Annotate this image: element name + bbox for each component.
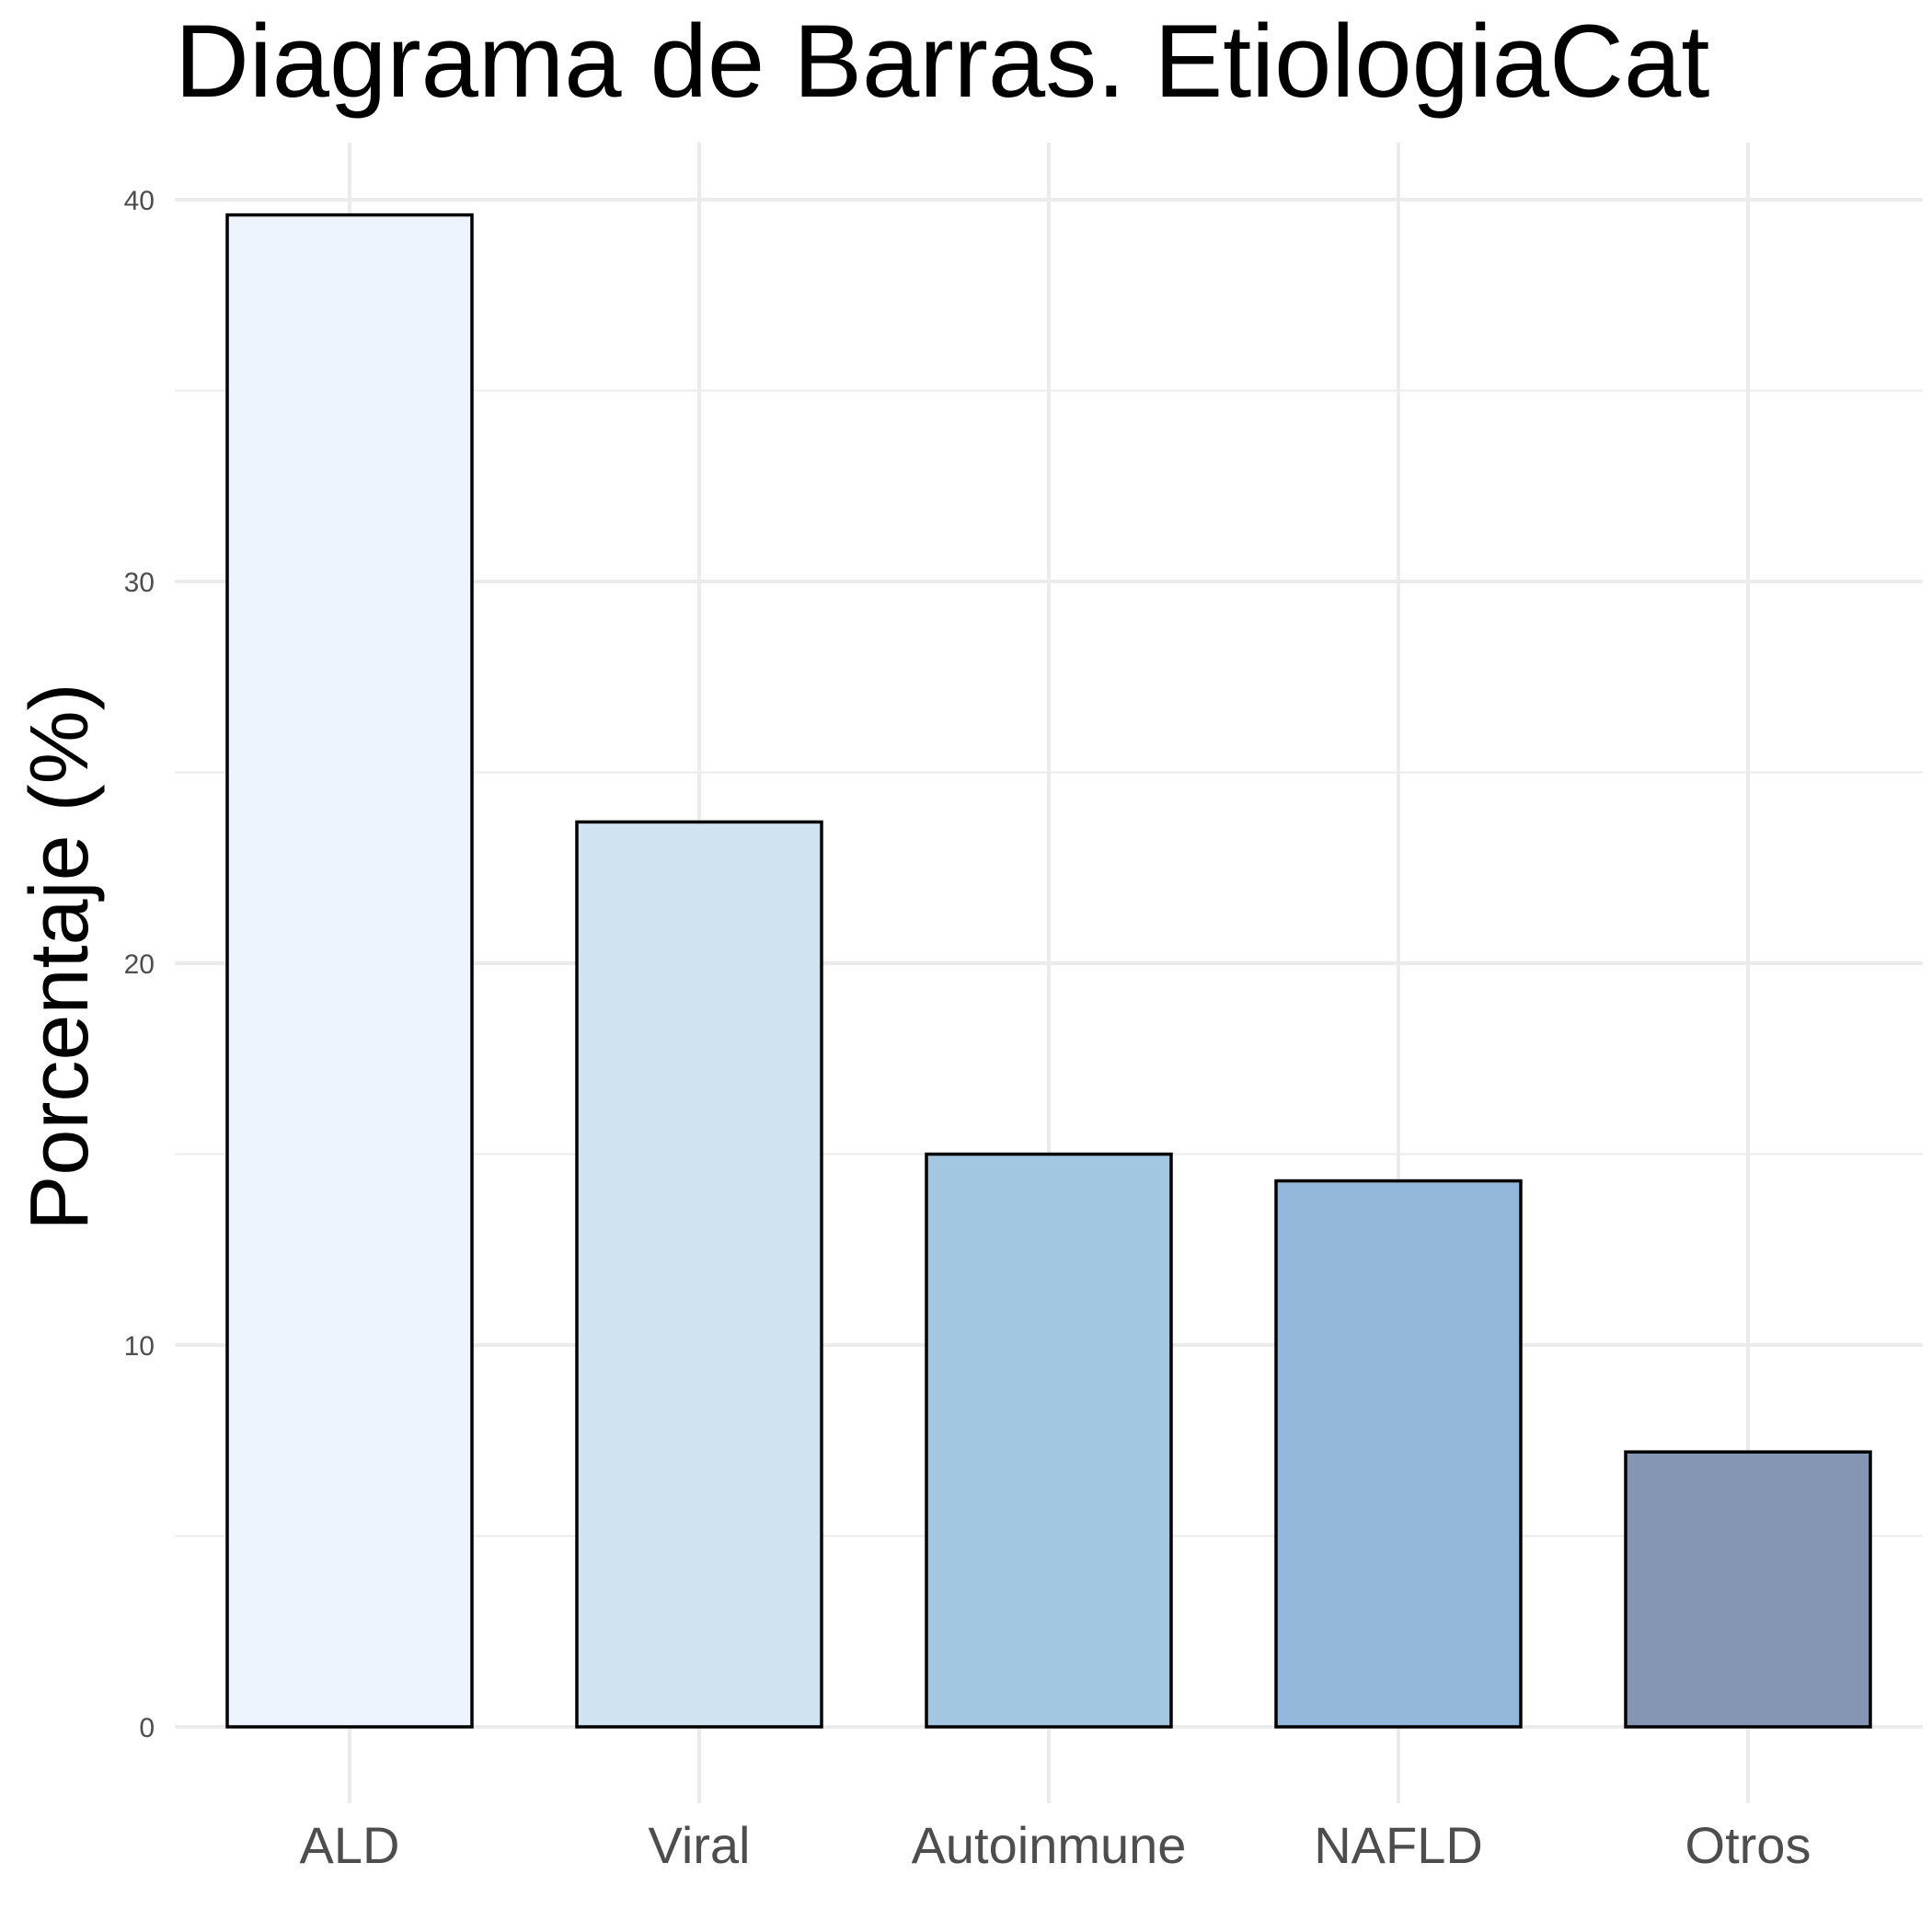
bar-ald <box>225 213 474 1729</box>
bar-otros <box>1624 1450 1872 1729</box>
y-tick-label: 30 <box>124 568 155 598</box>
y-tick-label: 10 <box>124 1331 155 1362</box>
y-tick-label: 40 <box>124 186 155 216</box>
x-tick-label: Otros <box>1685 1816 1811 1874</box>
chart-title: Diagrama de Barras. EtiologiaCat <box>175 4 1709 119</box>
x-tick-label: NAFLD <box>1314 1816 1483 1874</box>
x-tick-label: Viral <box>648 1816 750 1874</box>
y-tick-label: 0 <box>139 1713 155 1743</box>
bars-layer <box>225 213 1872 1729</box>
y-axis-label: Porcentaje (%) <box>14 683 106 1230</box>
tick-labels-layer: 0 10 20 30 40 ALD Viral Autoinmune NAFLD Otros <box>124 186 1811 1874</box>
y-tick-label: 20 <box>124 949 155 980</box>
x-tick-label: ALD <box>300 1816 400 1874</box>
x-tick-label: Autoinmune <box>912 1816 1187 1874</box>
bar-viral <box>575 820 823 1729</box>
bar-autoinmune <box>925 1152 1173 1729</box>
bar-nafld <box>1274 1179 1523 1729</box>
